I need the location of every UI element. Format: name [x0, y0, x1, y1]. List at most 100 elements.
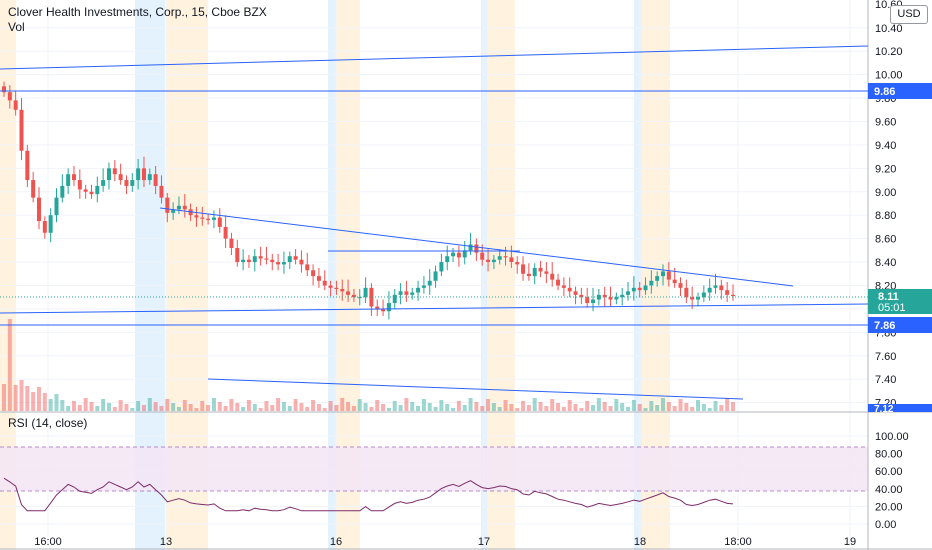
volume-bar [608, 406, 613, 411]
candle-body [491, 259, 496, 263]
time-axis[interactable]: 16:00 13 16 17 18 18:00 19 [34, 536, 856, 548]
candle-body [696, 297, 701, 300]
volume-bar [509, 404, 514, 411]
candle-body [264, 258, 269, 260]
volume-bar [474, 402, 479, 411]
symbol-title[interactable]: Clover Health Investments, Corp., 15, Cb… [8, 5, 267, 19]
candle-body [515, 262, 520, 265]
candle-body [141, 168, 146, 181]
volume-bar [614, 399, 619, 411]
candle-body [672, 279, 677, 284]
rsi-band [0, 447, 868, 491]
candle-body [678, 283, 683, 288]
candle-body [445, 256, 450, 263]
premarket-band [328, 0, 336, 550]
volume-bar [643, 408, 648, 411]
candle-body [392, 294, 397, 304]
candle-body [701, 292, 706, 298]
candle-body [410, 292, 415, 295]
volume-bar [95, 406, 100, 411]
candle-body [235, 248, 240, 263]
candle-body [165, 197, 170, 213]
volume-bar [136, 401, 141, 411]
trendlines[interactable] [0, 45, 869, 400]
volume-bar [270, 405, 275, 411]
volume-bar [334, 405, 339, 411]
price-axis[interactable]: 10.4010.2010.009.809.609.409.209.008.808… [875, 23, 903, 410]
candle-body [369, 287, 374, 307]
volume-bar [36, 387, 41, 411]
volume-bar [637, 404, 642, 411]
volume-bar [264, 401, 269, 411]
volume-bar [363, 403, 368, 411]
rsi-tick-label: 80.00 [875, 449, 903, 461]
volume-bar [404, 398, 409, 411]
volume-bar [200, 401, 205, 411]
volume-bar [112, 407, 117, 411]
candle-body [509, 257, 514, 263]
candle-body [666, 271, 671, 280]
candle-body [293, 256, 298, 260]
candle-body [241, 259, 246, 263]
volume-bar [690, 407, 695, 411]
candle-body [655, 276, 660, 281]
trendline-upper-channel[interactable] [0, 45, 869, 70]
candle-body [386, 303, 391, 312]
candle-body [346, 291, 351, 295]
price-label-7-86: 7.86 [868, 317, 932, 333]
volume-bar [410, 402, 415, 411]
candle-body [270, 259, 275, 263]
volume-bar [83, 398, 88, 411]
candle-body [182, 205, 187, 210]
volume-bar [316, 404, 321, 411]
candle-body [561, 285, 566, 288]
candle-body [614, 297, 619, 300]
volume-bar [585, 401, 590, 411]
rsi-tick-label: 60.00 [875, 466, 903, 478]
candle-body [690, 297, 695, 300]
candle-body [427, 280, 432, 286]
candle-body [591, 299, 596, 304]
candle-body [252, 256, 257, 263]
candle-body [287, 256, 292, 263]
trendline-volume[interactable] [207, 378, 744, 400]
candle-body [725, 290, 730, 295]
price-label-bottom-box [868, 404, 932, 412]
price-tick-label: 10.40 [875, 23, 903, 35]
candle-body [503, 256, 508, 258]
price-label-7-86-box [868, 317, 932, 333]
candle-body [643, 285, 648, 291]
volume-bar [375, 400, 380, 411]
price-tick-label: 9.20 [875, 163, 896, 175]
candle-body [19, 109, 24, 151]
volume-bar [532, 398, 537, 411]
volume-bar [497, 407, 502, 411]
currency-button[interactable]: USD [890, 5, 928, 24]
last-price-label: 8.11 05:01 [868, 289, 932, 314]
candles [2, 81, 735, 320]
time-tick-label: 18:00 [724, 536, 752, 548]
volume-label[interactable]: Vol [8, 20, 25, 34]
rsi-label[interactable]: RSI (14, close) [8, 416, 88, 430]
candle-body [416, 287, 421, 293]
candle-body [538, 267, 543, 272]
volume-bar [579, 408, 584, 411]
trendline-descending[interactable] [159, 207, 794, 287]
rsi-axis[interactable]: 100.00 80.00 60.00 40.00 20.00 0.00 [875, 431, 909, 531]
candle-body [13, 100, 18, 110]
candle-body [620, 294, 625, 298]
volume-bar [328, 401, 333, 411]
volume-bar [54, 394, 59, 411]
candle-body [229, 238, 234, 248]
candle-body [456, 252, 461, 258]
volume-bar [13, 385, 18, 411]
trendline-lower-channel[interactable] [0, 303, 869, 314]
candle-body [83, 189, 88, 192]
candle-body [95, 185, 100, 195]
volume-bar [439, 400, 444, 411]
volume-bar [445, 404, 450, 411]
volume-bar [556, 403, 561, 411]
price-label-9-86: 9.86 [868, 83, 932, 99]
volume-bar [235, 403, 240, 411]
